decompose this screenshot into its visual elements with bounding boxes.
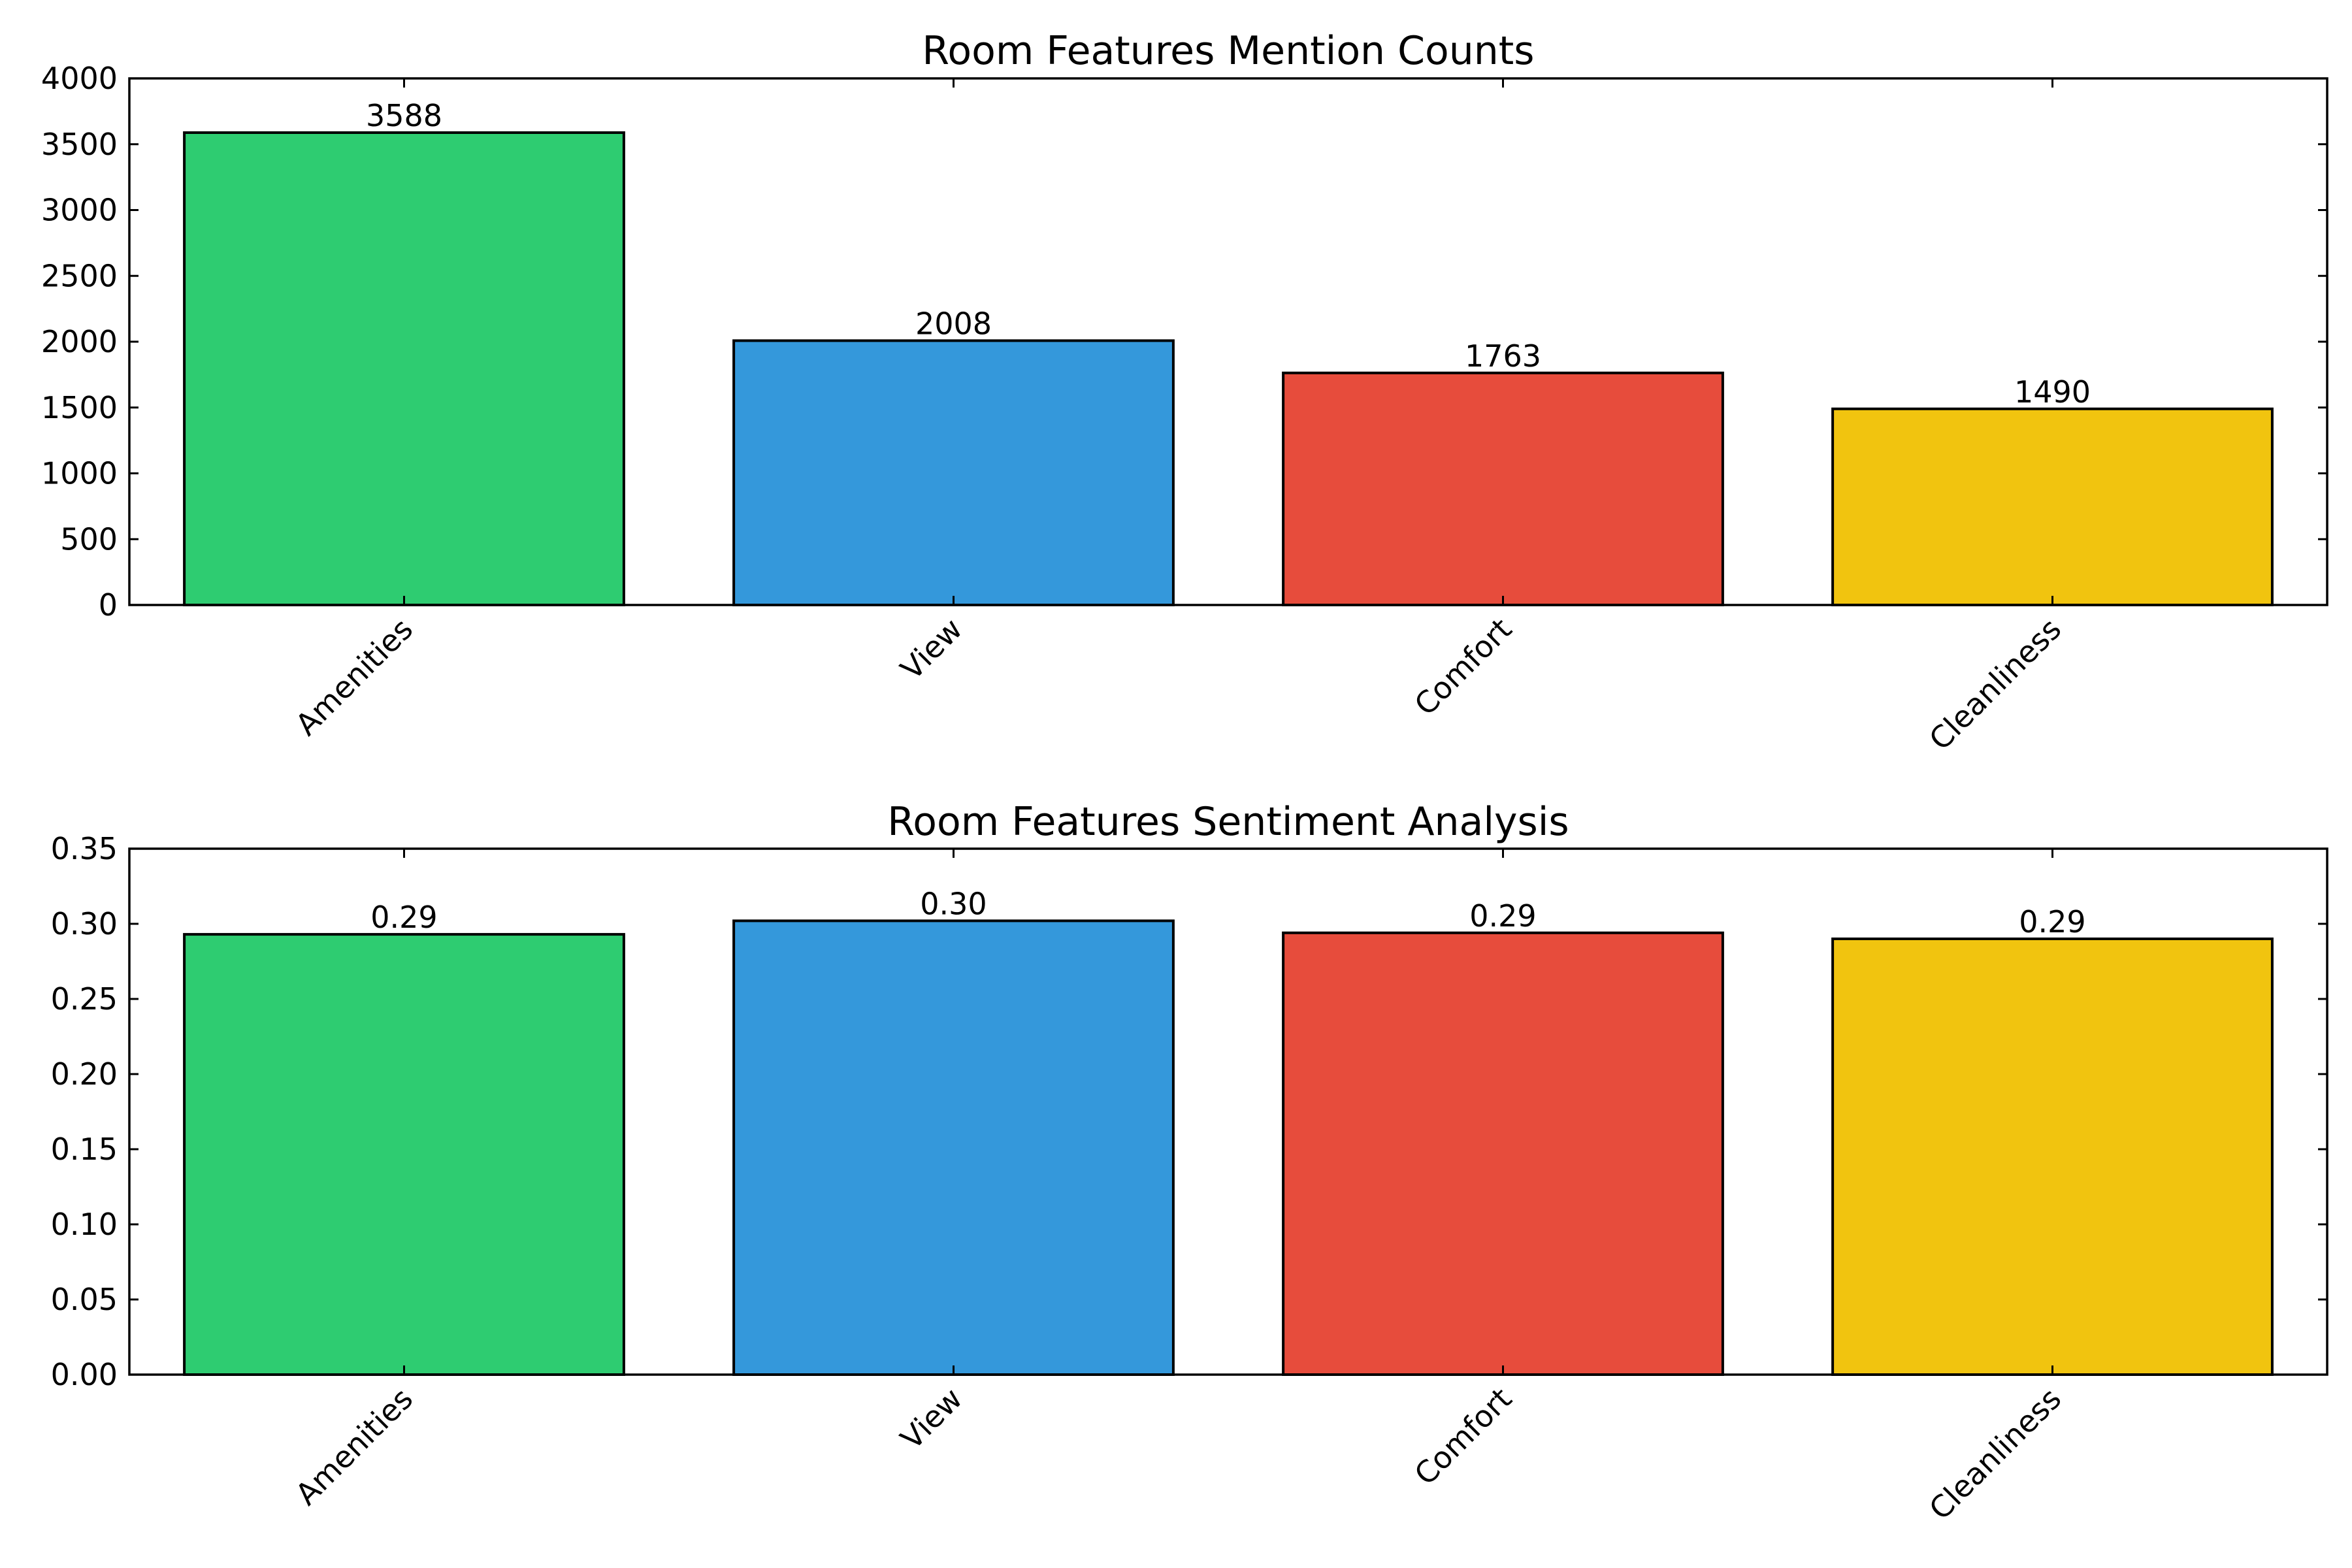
bar-view: [732, 919, 1175, 1376]
y-tick-label: 2000: [41, 324, 118, 359]
data-label: 1763: [1465, 338, 1541, 374]
axes-frame: [128, 77, 2328, 606]
y-tick-label: 0.10: [51, 1207, 118, 1242]
category-label: View: [894, 1381, 969, 1456]
axes-frame: [128, 847, 2328, 1376]
mention-counts-chart: Room Features Mention Counts 3588 Ameniti…: [41, 28, 2328, 757]
data-label: 0.30: [920, 886, 987, 921]
category-label: Comfort: [1407, 1381, 1518, 1492]
y-tick-label: 0.00: [51, 1357, 118, 1392]
bar-comfort: [1282, 931, 1724, 1377]
bar-amenities: [183, 933, 625, 1376]
y-tick-label: 2500: [41, 258, 118, 293]
category-label: Cleanliness: [1922, 612, 2068, 757]
y-tick-label: 500: [60, 521, 118, 557]
y-tick-label: 3500: [41, 127, 118, 162]
category-label: Cleanliness: [1922, 1381, 2068, 1527]
y-tick-label: 1000: [41, 456, 118, 491]
y-tick-label: 0.05: [51, 1282, 118, 1317]
bar-comfort: [1282, 371, 1724, 606]
bar-amenities: [183, 131, 625, 606]
data-label: 0.29: [1469, 898, 1536, 934]
y-tick-label: 0.25: [51, 981, 118, 1017]
y-tick-label: 4000: [41, 61, 118, 96]
bar-view: [732, 339, 1175, 607]
data-label: 1490: [2014, 374, 2091, 410]
category-label: Amenities: [289, 612, 420, 743]
y-tick-label: 0.35: [51, 831, 118, 866]
category-label: Comfort: [1407, 612, 1518, 723]
chart-title: Room Features Mention Counts: [922, 28, 1534, 74]
data-label: 0.29: [2019, 904, 2085, 939]
y-tick-label: 0.30: [51, 906, 118, 941]
chart-title: Room Features Sentiment Analysis: [887, 799, 1569, 845]
y-tick-label: 0: [99, 587, 118, 623]
y-tick-label: 1500: [41, 390, 118, 425]
category-label: View: [894, 612, 969, 687]
data-label: 3588: [366, 98, 442, 133]
data-label: 0.29: [370, 900, 437, 935]
sentiment-chart: Room Features Sentiment Analysis 0.29 Ame…: [51, 799, 2328, 1527]
bar-cleanliness: [1831, 938, 2274, 1376]
y-tick-label: 0.20: [51, 1056, 118, 1092]
category-label: Amenities: [289, 1381, 420, 1512]
data-label: 2008: [915, 306, 992, 341]
y-tick-label: 0.15: [51, 1132, 118, 1167]
y-tick-label: 3000: [41, 193, 118, 228]
bar-cleanliness: [1831, 407, 2274, 606]
